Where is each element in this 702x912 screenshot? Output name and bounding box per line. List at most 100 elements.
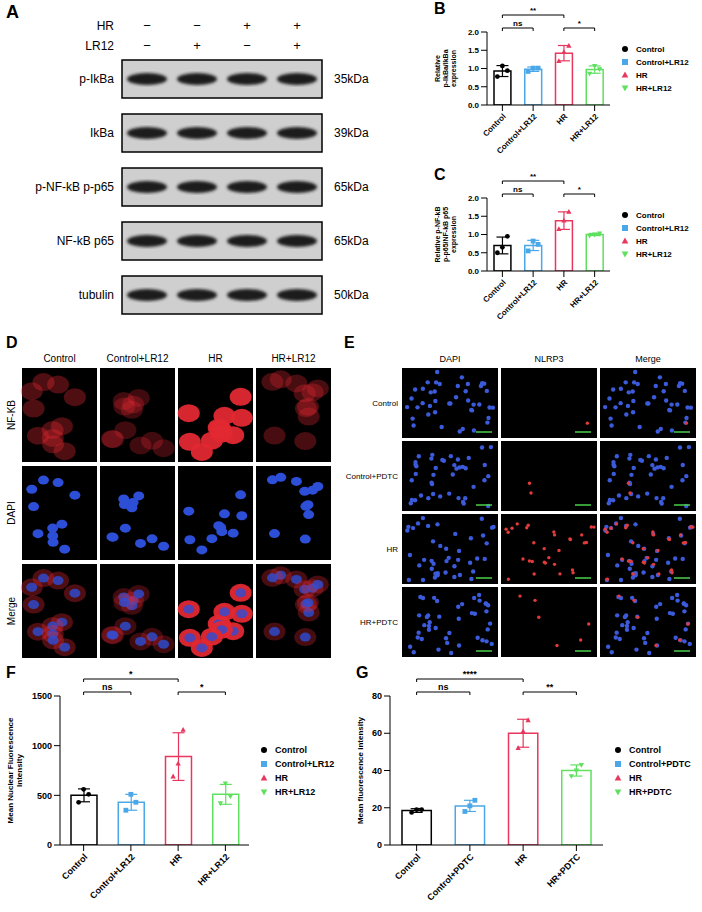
- svg-text:E: E: [344, 334, 355, 351]
- svg-text:65kDa: 65kDa: [334, 180, 369, 194]
- svg-text:*: *: [200, 682, 204, 692]
- svg-text:1.5: 1.5: [468, 46, 480, 55]
- svg-text:**: **: [530, 6, 537, 15]
- svg-text:50kDa: 50kDa: [334, 288, 369, 302]
- svg-text:Control+LR12: Control+LR12: [495, 278, 539, 322]
- svg-text:1.0: 1.0: [468, 230, 480, 239]
- svg-text:Control+LR12: Control+LR12: [107, 353, 169, 364]
- svg-text:NLRP3: NLRP3: [534, 354, 563, 364]
- svg-text:tubulin: tubulin: [79, 288, 114, 302]
- svg-text:****: ****: [463, 669, 478, 679]
- svg-text:65kDa: 65kDa: [334, 234, 369, 248]
- svg-text:F: F: [6, 664, 16, 681]
- svg-text:35kDa: 35kDa: [334, 72, 369, 86]
- svg-text:Control+LR12: Control+LR12: [495, 112, 539, 156]
- svg-text:HR: HR: [97, 19, 115, 33]
- svg-text:B: B: [434, 0, 446, 17]
- svg-text:Control: Control: [43, 353, 75, 364]
- svg-text:C: C: [434, 166, 446, 183]
- svg-text:0.5: 0.5: [468, 83, 480, 92]
- svg-text:**: **: [530, 172, 537, 181]
- svg-text:40: 40: [372, 766, 382, 776]
- svg-text:NF-kB p65: NF-kB p65: [57, 234, 115, 248]
- svg-text:G: G: [356, 664, 368, 681]
- svg-text:Relativep-IkBa/IkBaexpression: Relativep-IkBa/IkBaexpression: [434, 49, 458, 87]
- svg-text:Relative p-NF-kBp-p65/NF-kB p6: Relative p-NF-kBp-p65/NF-kB p65expressio…: [434, 206, 458, 262]
- svg-text:20: 20: [372, 803, 382, 813]
- svg-text:DAPI: DAPI: [439, 354, 460, 364]
- html-text:HR+PDTC: HR+PDTC: [629, 786, 672, 797]
- svg-text:1.0: 1.0: [468, 64, 480, 73]
- svg-text:HR+LR12: HR+LR12: [568, 112, 600, 144]
- svg-text:p-IkBa: p-IkBa: [79, 72, 114, 86]
- html-text:Control+LR12: Control+LR12: [275, 758, 335, 769]
- svg-text:Control: Control: [481, 112, 507, 138]
- svg-text:IkBa: IkBa: [90, 126, 114, 140]
- svg-text:HR+PDTC: HR+PDTC: [360, 618, 398, 627]
- svg-text:+: +: [293, 18, 301, 33]
- svg-text:1.5: 1.5: [468, 212, 480, 221]
- svg-text:+: +: [243, 18, 251, 33]
- svg-text:*: *: [129, 669, 133, 679]
- svg-text:80: 80: [372, 691, 382, 701]
- svg-text:LR12: LR12: [85, 39, 114, 53]
- svg-text:HR+PDTC: HR+PDTC: [545, 852, 583, 890]
- svg-text:0: 0: [47, 840, 52, 850]
- svg-text:500: 500: [37, 791, 52, 801]
- svg-text:ns: ns: [438, 682, 449, 692]
- svg-text:0.0: 0.0: [468, 101, 480, 110]
- svg-text:Control+PDTC: Control+PDTC: [346, 472, 398, 481]
- svg-text:1000: 1000: [32, 741, 52, 751]
- svg-text:HR: HR: [555, 278, 570, 293]
- svg-text:−: −: [243, 38, 251, 53]
- svg-text:**: **: [546, 682, 554, 692]
- svg-text:0: 0: [377, 840, 382, 850]
- svg-text:−: −: [143, 38, 151, 53]
- svg-text:0.5: 0.5: [468, 249, 480, 258]
- svg-text:*: *: [578, 19, 582, 28]
- svg-text:D: D: [6, 334, 18, 351]
- svg-text:*: *: [578, 185, 582, 194]
- html-text:Control: Control: [275, 744, 307, 755]
- html-text:HR+LR12: HR+LR12: [275, 786, 316, 797]
- svg-text:Control: Control: [372, 399, 398, 408]
- svg-text:HR: HR: [208, 353, 222, 364]
- svg-text:Control: Control: [60, 852, 90, 882]
- svg-text:ns: ns: [102, 682, 113, 692]
- svg-text:A: A: [6, 2, 19, 22]
- svg-text:2.0: 2.0: [468, 194, 480, 203]
- svg-text:Control+PDTC: Control+PDTC: [425, 852, 476, 903]
- svg-text:39kDa: 39kDa: [334, 126, 369, 140]
- svg-text:Control: Control: [393, 852, 423, 882]
- svg-text:Control+LR12: Control+LR12: [88, 852, 137, 901]
- svg-text:Merge: Merge: [635, 354, 661, 364]
- svg-text:HR: HR: [555, 112, 570, 127]
- svg-text:HR: HR: [513, 852, 530, 869]
- svg-text:ns: ns: [513, 19, 523, 28]
- svg-text:Mean fluorescence intensity: Mean fluorescence intensity: [356, 716, 365, 824]
- html-text:Control: Control: [629, 744, 661, 755]
- html-text:HR: HR: [275, 772, 288, 783]
- svg-text:+: +: [193, 38, 201, 53]
- svg-text:60: 60: [372, 728, 382, 738]
- svg-text:HR+LR12: HR+LR12: [196, 852, 232, 888]
- svg-text:1500: 1500: [32, 691, 52, 701]
- svg-text:HR+LR12: HR+LR12: [568, 278, 600, 310]
- svg-text:Merge: Merge: [6, 596, 17, 625]
- svg-text:HR: HR: [386, 545, 398, 554]
- svg-text:HR: HR: [168, 852, 185, 869]
- svg-text:NF-KB: NF-KB: [6, 400, 17, 430]
- svg-text:DAPI: DAPI: [6, 501, 17, 524]
- svg-text:−: −: [193, 18, 201, 33]
- html-text:HR: HR: [629, 772, 642, 783]
- svg-text:Control: Control: [481, 278, 507, 304]
- svg-text:0.0: 0.0: [468, 267, 480, 276]
- svg-text:p-NF-kB p-p65: p-NF-kB p-p65: [35, 180, 114, 194]
- svg-text:+: +: [293, 38, 301, 53]
- svg-text:ns: ns: [513, 185, 523, 194]
- svg-text:Mean Nuclear FluorescenceInten: Mean Nuclear FluorescenceIntensity: [6, 717, 24, 823]
- html-text:Control+PDTC: Control+PDTC: [629, 758, 691, 769]
- svg-text:HR+LR12: HR+LR12: [271, 353, 316, 364]
- svg-text:−: −: [143, 18, 151, 33]
- svg-text:2.0: 2.0: [468, 28, 480, 37]
